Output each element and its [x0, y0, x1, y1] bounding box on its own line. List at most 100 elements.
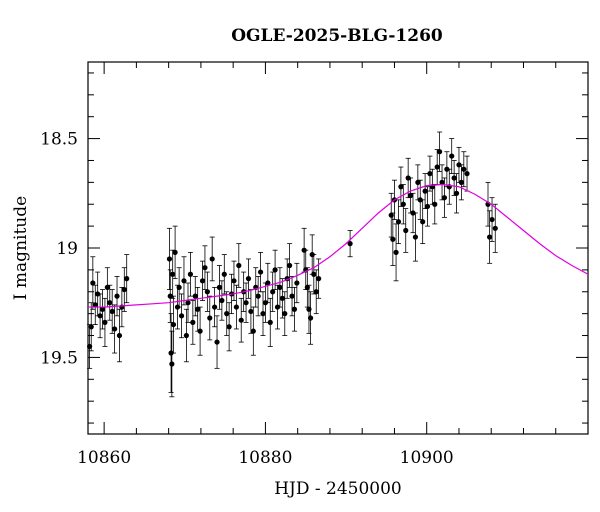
y-tick-label: 18.5 — [40, 130, 78, 150]
point-marker — [88, 324, 94, 330]
data-point — [207, 295, 213, 341]
point-marker — [422, 188, 428, 194]
data-point — [124, 254, 130, 304]
y-tick-label: 19.5 — [40, 348, 78, 368]
point-marker — [224, 311, 230, 317]
point-marker — [437, 149, 443, 155]
point-marker — [238, 317, 244, 323]
data-point — [420, 199, 426, 245]
point-marker — [289, 293, 295, 299]
data-point — [214, 315, 220, 369]
point-marker — [407, 192, 414, 199]
point-marker — [176, 284, 182, 290]
point-marker — [439, 179, 445, 185]
x-tick-label: 10900 — [400, 448, 454, 468]
point-marker — [453, 190, 460, 196]
point-marker — [204, 289, 210, 295]
data-point — [88, 302, 94, 352]
data-point — [97, 293, 103, 339]
point-marker — [114, 293, 120, 299]
point-marker — [181, 278, 187, 284]
data-point — [453, 173, 460, 214]
data-point — [407, 177, 414, 214]
point-marker — [260, 311, 266, 317]
point-marker — [267, 319, 273, 325]
chart-title: OGLE-2025-BLG-1260 — [231, 26, 443, 46]
point-marker — [172, 249, 178, 255]
data-point — [219, 280, 225, 321]
point-marker — [185, 300, 191, 306]
point-marker — [427, 171, 433, 177]
data-point — [458, 164, 464, 201]
data-point — [190, 300, 196, 345]
data-point — [221, 254, 227, 295]
point-marker — [451, 175, 457, 181]
data-point — [432, 184, 438, 225]
point-marker — [424, 203, 431, 210]
point-marker — [178, 313, 185, 319]
data-point — [212, 286, 218, 328]
data-point — [446, 168, 452, 205]
point-marker — [169, 361, 175, 367]
point-marker — [236, 262, 242, 269]
point-marker — [183, 332, 189, 339]
data-point — [316, 258, 322, 299]
point-marker — [219, 297, 225, 304]
point-marker — [170, 271, 176, 277]
data-point — [265, 262, 271, 304]
data-point — [464, 155, 470, 192]
point-marker — [291, 306, 298, 312]
point-marker — [464, 171, 470, 177]
point-marker — [313, 289, 319, 295]
data-point — [169, 330, 175, 398]
point-marker — [487, 234, 493, 240]
point-marker — [294, 280, 300, 286]
data-point — [226, 302, 232, 352]
data-point — [311, 254, 317, 295]
point-marker — [257, 269, 264, 275]
model-curve — [88, 183, 589, 308]
point-marker — [243, 300, 249, 306]
point-marker — [412, 234, 419, 240]
point-marker — [415, 179, 421, 185]
data-point — [107, 284, 113, 321]
point-marker — [92, 302, 98, 308]
data-point — [102, 297, 108, 347]
point-marker — [489, 216, 495, 223]
point-marker — [124, 276, 130, 282]
point-marker — [393, 249, 399, 255]
data-point — [461, 151, 467, 188]
data-point — [243, 282, 249, 323]
point-marker — [197, 328, 203, 334]
point-marker — [265, 280, 271, 286]
point-marker — [170, 321, 177, 328]
data-point — [403, 208, 409, 253]
point-marker — [212, 304, 218, 310]
data-point — [109, 289, 115, 334]
point-marker — [167, 293, 173, 299]
data-point — [116, 308, 123, 363]
point-marker — [116, 332, 123, 339]
point-marker — [99, 306, 106, 312]
data-point — [390, 212, 396, 266]
data-point — [195, 286, 201, 332]
point-marker — [166, 256, 173, 262]
point-marker — [209, 256, 215, 262]
data-point — [439, 164, 445, 201]
point-marker — [226, 324, 232, 330]
point-marker — [398, 184, 404, 190]
point-marker — [121, 286, 127, 293]
point-marker — [420, 219, 426, 225]
point-marker — [214, 339, 220, 345]
point-marker — [461, 166, 467, 172]
data-points — [87, 131, 498, 398]
data-point — [449, 138, 455, 175]
point-marker — [248, 308, 254, 315]
data-point — [400, 184, 406, 225]
data-point — [313, 269, 319, 315]
data-point — [424, 186, 431, 227]
data-point — [233, 284, 239, 330]
point-marker — [316, 276, 322, 282]
data-point — [422, 173, 428, 210]
data-point — [270, 271, 276, 312]
